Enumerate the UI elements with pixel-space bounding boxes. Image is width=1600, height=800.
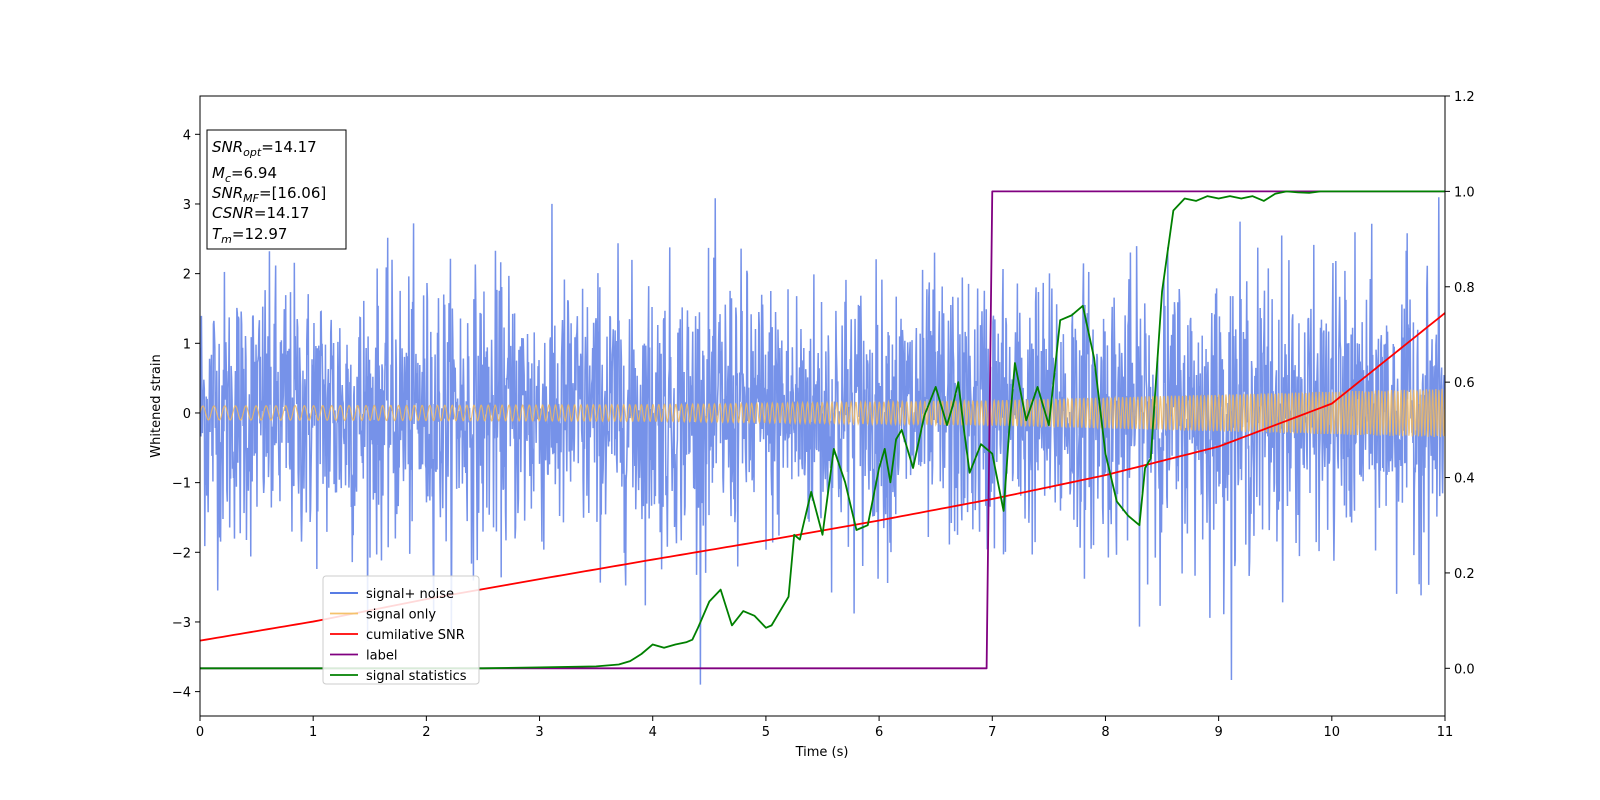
y-right-tick-label: 1.2	[1454, 90, 1475, 105]
annotation-tm: Tm=12.97	[212, 225, 287, 246]
annotation-box: SNRopt=14.17 Mc=6.94 SNRMF=[16.06] CSNR=…	[206, 129, 347, 250]
x-tick-label: 0	[196, 725, 204, 740]
y-left-tick-label: −1	[172, 477, 191, 492]
legend-label: signal only	[366, 608, 436, 623]
x-tick-label: 7	[988, 725, 996, 740]
x-tick-label: 9	[1214, 725, 1222, 740]
y-right-tick-label: 0.6	[1454, 376, 1475, 391]
x-tick-label: 6	[875, 725, 883, 740]
annotation-snr-opt: SNRopt=14.17	[212, 138, 317, 159]
legend-label: label	[366, 649, 397, 664]
y-left-tick-label: 4	[183, 128, 191, 143]
annotation-snr-mf: SNRMF=[16.06]	[212, 184, 326, 205]
y-right-tick-label: 0.2	[1454, 567, 1475, 582]
y-right-tick-label: 0.0	[1454, 662, 1475, 677]
y-left-tick-label: 3	[183, 198, 191, 213]
y-right-tick-label: 1.0	[1454, 185, 1475, 200]
y-right-tick-label: 0.4	[1454, 472, 1475, 487]
x-tick-label: 4	[649, 725, 657, 740]
y-left-tick-label: −3	[172, 616, 191, 631]
y-left-tick-label: 1	[183, 337, 191, 352]
series-signal-only	[200, 388, 1445, 438]
x-tick-label: 8	[1101, 725, 1109, 740]
y-left-tick-label: −2	[172, 546, 191, 561]
y-left-tick-label: 0	[183, 407, 191, 422]
x-tick-label: 1	[309, 725, 317, 740]
x-tick-label: 11	[1437, 725, 1454, 740]
x-axis: 0 1 2 3 4 5 6 7 8 9 10 11	[196, 716, 1453, 740]
y-left-tick-label: −4	[172, 686, 191, 701]
series-signal-statistics	[200, 190, 1445, 670]
x-tick-label: 2	[422, 725, 430, 740]
legend-label: signal statistics	[366, 669, 467, 684]
legend-label: signal+ noise	[366, 587, 454, 602]
annotation-csnr: CSNR=14.17	[212, 204, 309, 222]
x-tick-label: 5	[762, 725, 770, 740]
y-right-tick-label: 0.8	[1454, 281, 1475, 296]
legend-label: cumilative SNR	[366, 628, 465, 643]
annotation-mc: Mc=6.94	[212, 164, 277, 185]
series-label	[200, 190, 1445, 670]
x-axis-label: Time (s)	[795, 745, 849, 760]
series-signal-noise	[200, 197, 1445, 685]
y-axis-left: −4 −3 −2 −1 0 1 2 3 4	[172, 128, 200, 701]
x-tick-label: 10	[1324, 725, 1341, 740]
legend: signal+ noise signal only cumilative SNR la…	[322, 575, 480, 685]
plot-frame	[199, 95, 1446, 717]
y-axis-label: Whitened strain	[149, 354, 164, 457]
x-tick-label: 3	[535, 725, 543, 740]
y-left-tick-label: 2	[183, 268, 191, 283]
y-axis-right: 0.0 0.2 0.4 0.6 0.8 1.0 1.2	[1445, 90, 1475, 677]
